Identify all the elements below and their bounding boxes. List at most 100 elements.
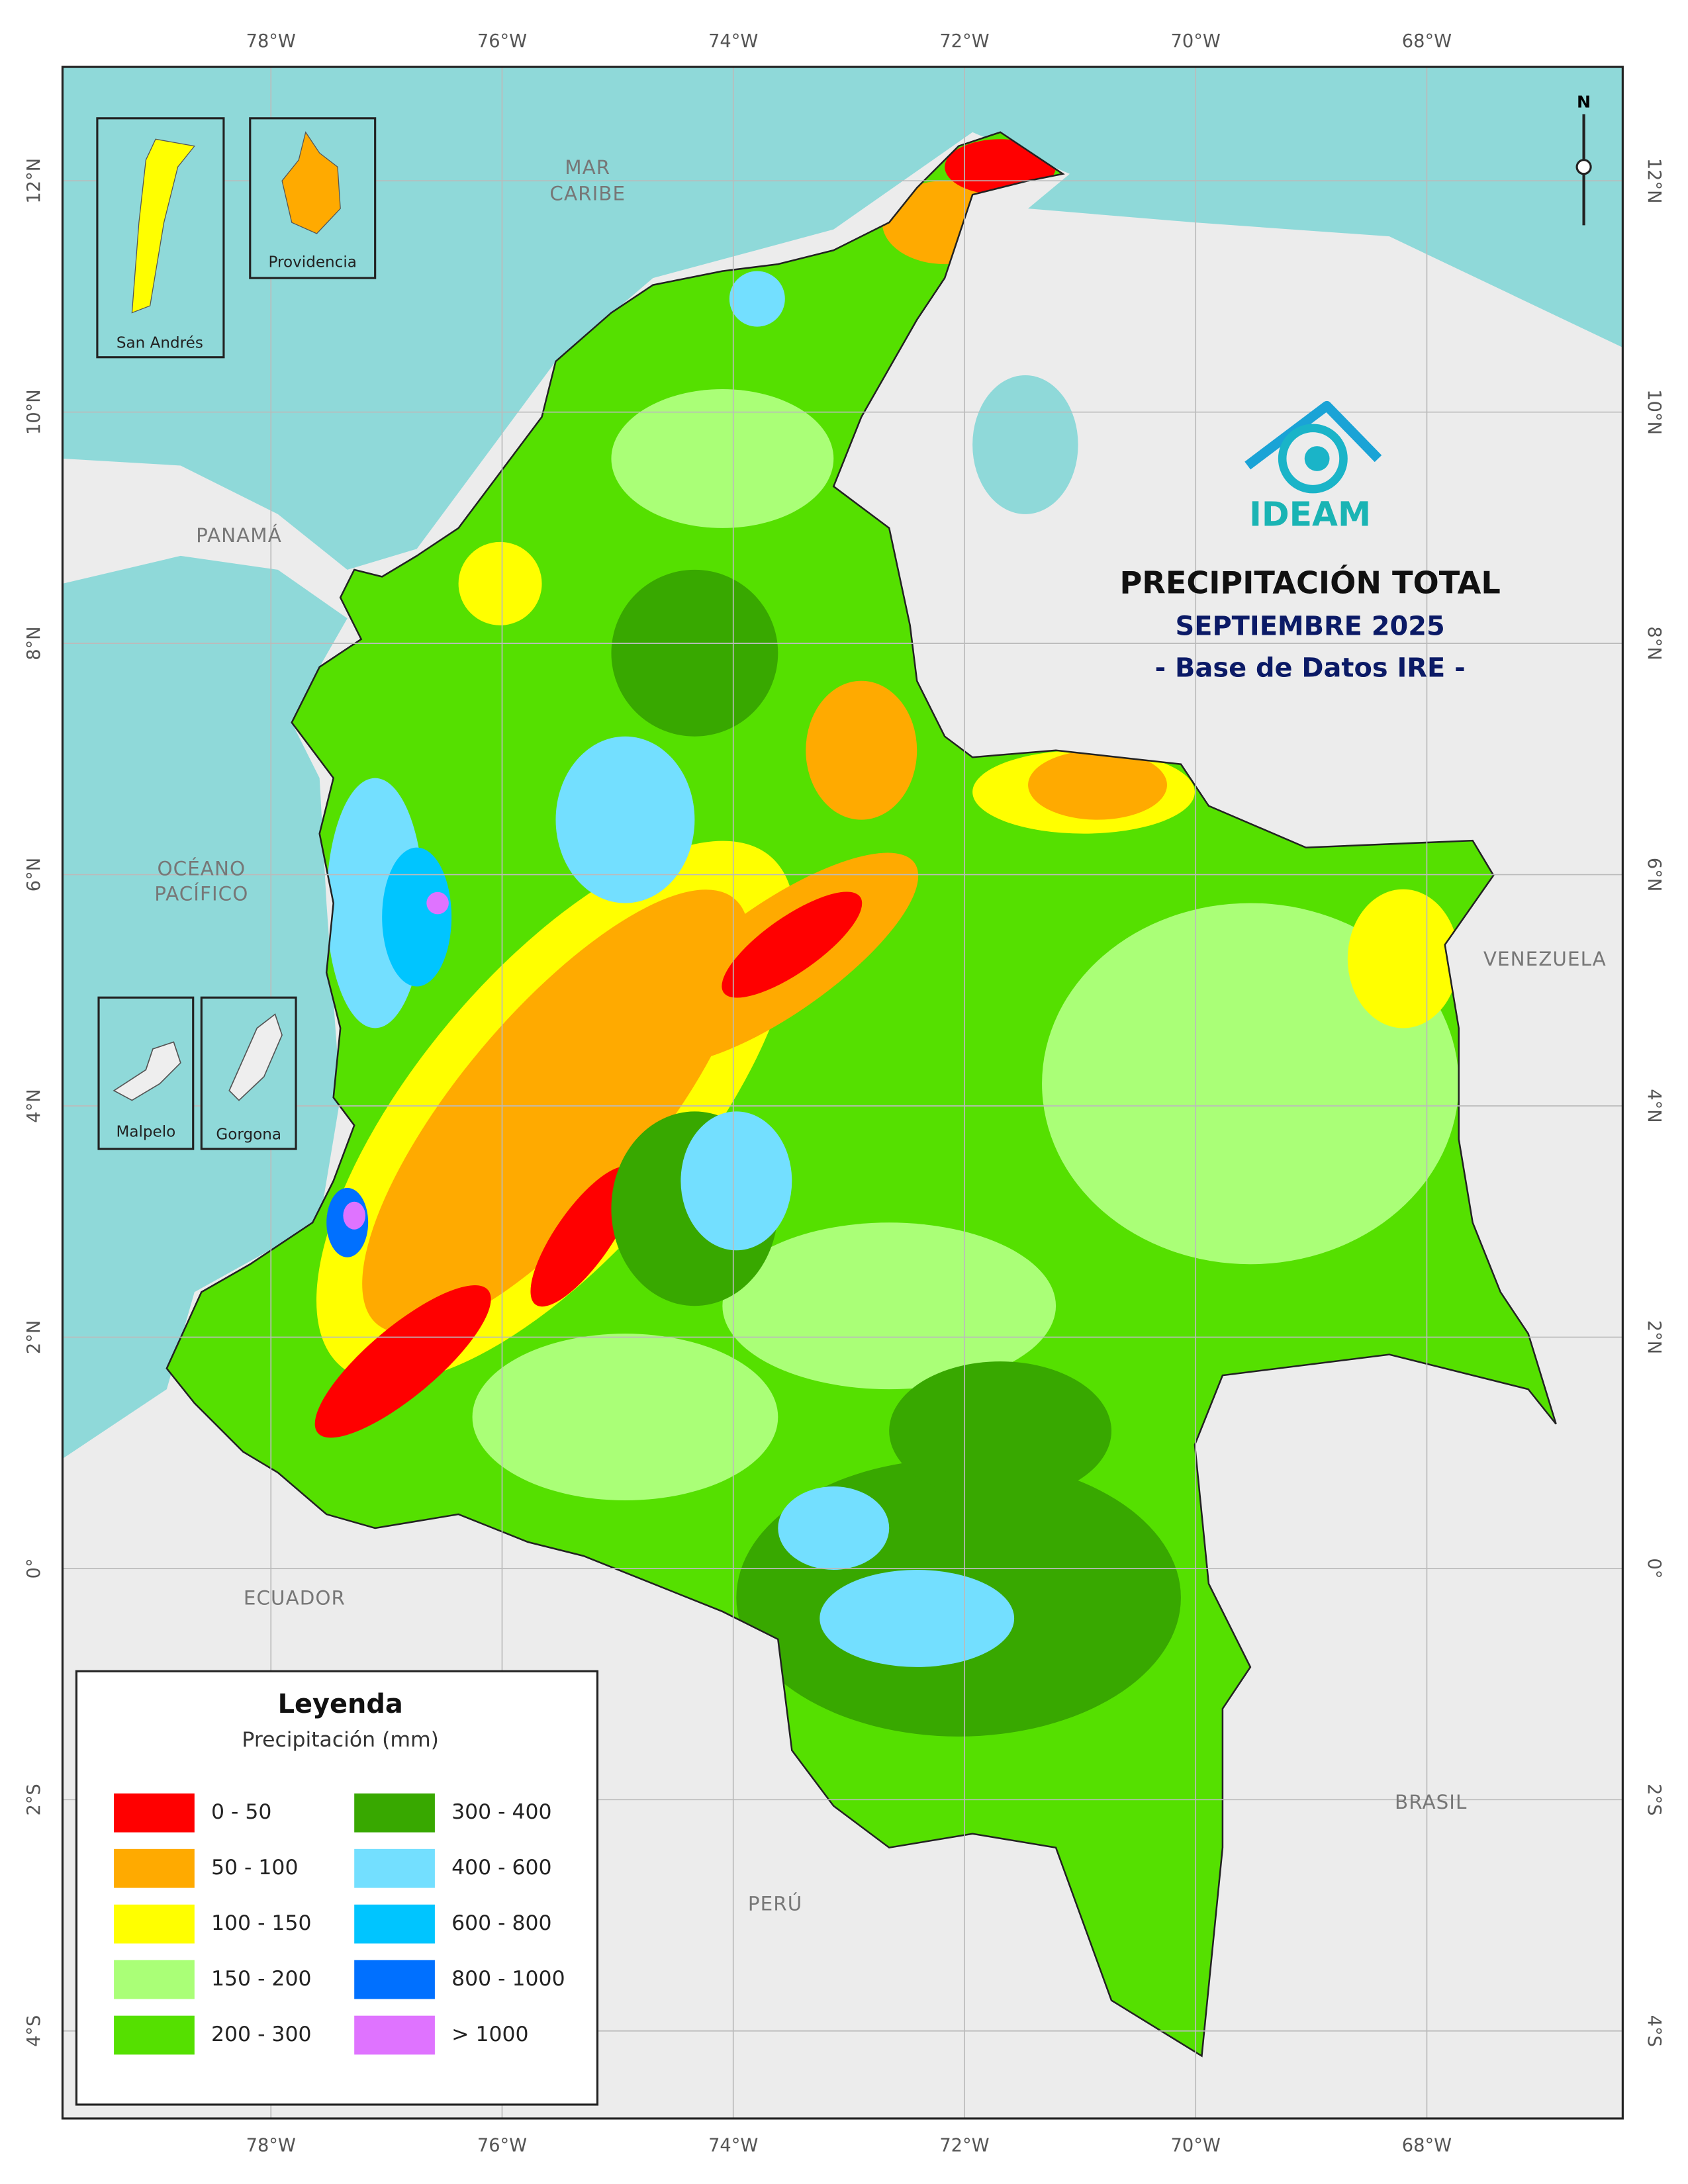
legend-swatch bbox=[114, 1848, 195, 1888]
legend-label: 50 - 100 bbox=[211, 1856, 298, 1880]
legend-swatch bbox=[354, 2015, 435, 2055]
legend-swatch bbox=[354, 1848, 435, 1888]
north-arrow: N bbox=[1575, 93, 1592, 226]
legend-swatch bbox=[114, 1793, 195, 1833]
lon-label: 74°W bbox=[708, 31, 758, 52]
precip-zone bbox=[1347, 889, 1459, 1028]
precip-zone bbox=[729, 271, 785, 327]
basemap bbox=[62, 67, 1623, 2118]
precip-zone bbox=[722, 1222, 1056, 1390]
precip-zone bbox=[362, 889, 749, 1334]
precip-zone bbox=[778, 1486, 890, 1570]
precip-zone bbox=[820, 1569, 1015, 1667]
precip-zone bbox=[889, 1361, 1112, 1501]
precip-zone bbox=[1042, 903, 1459, 1265]
place-label: PACÍFICO bbox=[154, 882, 248, 905]
lon-label: 68°W bbox=[1402, 2135, 1452, 2156]
precip-zone bbox=[680, 1111, 792, 1251]
legend-label: 800 - 1000 bbox=[451, 1967, 565, 1991]
precip-zone bbox=[611, 569, 778, 737]
legend-label: 200 - 300 bbox=[211, 2023, 312, 2046]
island bbox=[131, 138, 195, 314]
lat-label: 4°N bbox=[24, 1089, 44, 1122]
lat-label: 6°N bbox=[24, 858, 44, 891]
precip-zone bbox=[472, 1334, 778, 1501]
precip-zone bbox=[426, 891, 449, 915]
inset-label: San Andrés bbox=[117, 334, 203, 351]
precip-zone bbox=[314, 1285, 491, 1438]
place-label: CARIBE bbox=[549, 183, 626, 205]
inset-label: Gorgona bbox=[216, 1126, 281, 1144]
legend-title: Leyenda bbox=[278, 1689, 403, 1719]
lat-label: 6°N bbox=[1644, 858, 1664, 891]
lat-label: 0° bbox=[1644, 1558, 1664, 1578]
lon-label: 78°W bbox=[246, 31, 296, 52]
place-label: ECUADOR bbox=[244, 1587, 346, 1610]
precip-zone bbox=[806, 680, 917, 820]
lake-maracaibo bbox=[972, 375, 1078, 514]
insets: San Andrés Providencia Malpelo Gorgona bbox=[96, 117, 377, 1150]
precip-zone bbox=[530, 1166, 637, 1307]
legend-subtitle: Precipitación (mm) bbox=[242, 1728, 439, 1752]
lat-label: 4°S bbox=[1644, 2015, 1664, 2047]
legend-label: 600 - 800 bbox=[451, 1911, 552, 1935]
legend-swatch bbox=[114, 2015, 195, 2055]
logo: IDEAM bbox=[1244, 400, 1382, 534]
inset-label: Malpelo bbox=[116, 1123, 175, 1140]
place-label: OCÉANO bbox=[157, 857, 246, 880]
island bbox=[113, 1041, 181, 1101]
legend-swatch bbox=[354, 1904, 435, 1944]
precip-zone bbox=[343, 1201, 365, 1230]
logo-text: IDEAM bbox=[1249, 495, 1371, 534]
lat-label: 4°S bbox=[24, 2015, 44, 2047]
precip-zone bbox=[1028, 750, 1167, 820]
island bbox=[228, 1013, 283, 1101]
frame bbox=[61, 66, 1624, 2120]
lon-label: 72°W bbox=[939, 2135, 989, 2156]
axis-labels: 78°W 78°W 76°W 76°W 74°W 74°W 72°W 72°W 70°W 70°W… bbox=[24, 31, 1664, 2156]
lon-label: 78°W bbox=[246, 2135, 296, 2156]
precip-zone bbox=[382, 847, 452, 987]
lat-label: 10°N bbox=[1644, 389, 1664, 435]
lat-label: 12°N bbox=[1644, 158, 1664, 204]
legend-label: > 1000 bbox=[451, 2023, 528, 2046]
place-label: PANAMÁ bbox=[196, 523, 282, 547]
legend-swatch bbox=[354, 1793, 435, 1833]
lat-label: 2°S bbox=[24, 1784, 44, 1815]
place-label: PERÚ bbox=[748, 1891, 802, 1915]
legend-swatch bbox=[114, 1904, 195, 1944]
legend-label: 0 - 50 bbox=[211, 1800, 271, 1824]
place-label: VENEZUELA bbox=[1483, 948, 1607, 970]
lon-label: 74°W bbox=[708, 2135, 758, 2156]
lat-label: 4°N bbox=[1644, 1089, 1664, 1122]
legend-label: 300 - 400 bbox=[451, 1800, 552, 1824]
precip-zone bbox=[458, 541, 542, 625]
precipitation-zones bbox=[314, 139, 1459, 1737]
lon-label: 70°W bbox=[1171, 31, 1221, 52]
lat-label: 2°N bbox=[24, 1320, 44, 1354]
lat-label: 10°N bbox=[24, 389, 44, 435]
legend: Leyenda Precipitación (mm) 0 - 50 50 - 10… bbox=[75, 1670, 599, 2106]
lat-label: 12°N bbox=[24, 158, 44, 204]
island bbox=[281, 131, 341, 234]
legend-label: 100 - 150 bbox=[211, 1911, 312, 1935]
precip-zone bbox=[555, 736, 695, 903]
lat-label: 8°N bbox=[24, 626, 44, 660]
lon-label: 76°W bbox=[477, 31, 527, 52]
legend-label: 150 - 200 bbox=[211, 1967, 312, 1991]
inset-label: Providencia bbox=[269, 254, 357, 271]
lat-label: 2°S bbox=[1644, 1784, 1664, 1815]
lat-label: 0° bbox=[24, 1558, 44, 1578]
north-label: N bbox=[1577, 93, 1591, 112]
legend-swatch bbox=[354, 1960, 435, 1999]
title: PRECIPITACIÓN TOTAL bbox=[1119, 565, 1500, 600]
place-label: MAR bbox=[565, 156, 610, 179]
lon-label: 76°W bbox=[477, 2135, 527, 2156]
precip-zone bbox=[722, 891, 863, 998]
place-label: BRASIL bbox=[1395, 1791, 1467, 1813]
precip-zone bbox=[611, 389, 834, 528]
lat-label: 8°N bbox=[1644, 626, 1664, 660]
lat-label: 2°N bbox=[1644, 1320, 1664, 1354]
